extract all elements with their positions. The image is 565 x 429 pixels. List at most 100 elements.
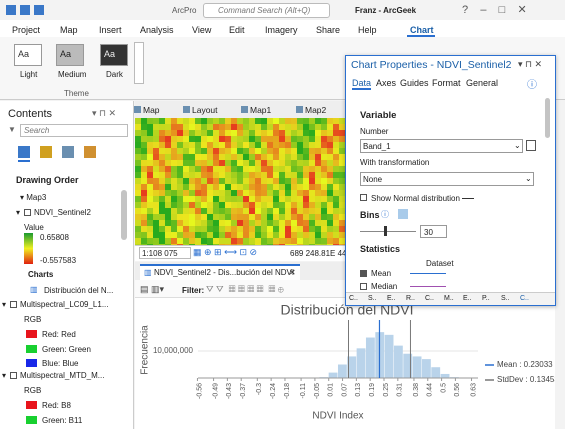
close-tab[interactable]: ✕: [289, 268, 296, 277]
raster-cell: [159, 130, 165, 136]
status-tools[interactable]: ▦ ⊕ ⊞ ⟷ ⊡ ⊘: [193, 247, 258, 257]
raster-cell: [153, 202, 159, 208]
raster-cell: [339, 124, 345, 130]
ribbon-tab[interactable]: Analysis: [140, 25, 174, 35]
ribbon-tab[interactable]: Share: [316, 25, 341, 35]
filter-icon[interactable]: ▼: [8, 125, 16, 134]
ribbon-tab[interactable]: Edit: [229, 25, 245, 35]
toolbar-icons[interactable]: ▤ ▥▾: [140, 284, 165, 294]
ribbon-tab[interactable]: Project: [12, 25, 41, 35]
theme-scroll[interactable]: [134, 42, 144, 84]
bottom-tab[interactable]: C..: [520, 295, 529, 302]
pane-title: Contents: [8, 108, 53, 120]
raster-cell: [189, 244, 195, 245]
layer-name[interactable]: NDVI_Sentinel2: [34, 208, 91, 217]
raster-cell: [195, 178, 201, 184]
theme-swatch[interactable]: [14, 44, 42, 66]
raster-cell: [243, 196, 249, 202]
layer-checkbox[interactable]: [10, 372, 17, 379]
bottom-tab[interactable]: R..: [406, 295, 415, 302]
dropdown[interactable]: [360, 139, 523, 153]
raster-cell: [339, 196, 345, 202]
layer-checkbox[interactable]: [10, 301, 17, 308]
raster-cell: [225, 142, 231, 148]
checkbox[interactable]: [360, 194, 367, 201]
raster-cell: [159, 202, 165, 208]
bottom-tab[interactable]: S..: [368, 295, 377, 302]
ribbon-tab[interactable]: Imagery: [265, 25, 298, 35]
contents-toolbar[interactable]: [18, 146, 118, 158]
properties-tab[interactable]: Data: [352, 78, 372, 90]
info[interactable]: ⓘ: [381, 210, 389, 219]
chart-tab[interactable]: [140, 264, 300, 280]
raster-cell: [159, 154, 165, 160]
bottom-tab[interactable]: E..: [387, 295, 396, 302]
raster-cell: [327, 190, 333, 196]
layer-checkbox[interactable]: [24, 209, 31, 216]
pane-controls[interactable]: ▾ ⊓ ✕: [92, 108, 117, 118]
map-tab[interactable]: Map: [143, 105, 160, 115]
raster-cell: [339, 178, 345, 184]
raster-cell: [225, 184, 231, 190]
layer-name[interactable]: Multispectral_MTD_M...: [20, 371, 105, 380]
properties-tab[interactable]: General: [466, 78, 499, 88]
raster-cell: [183, 244, 189, 245]
ribbon-tab[interactable]: Map: [60, 25, 78, 35]
user: Franz - ArcGeek: [355, 6, 417, 15]
raster-cell: [255, 118, 261, 124]
bottom-tab[interactable]: C..: [425, 295, 434, 302]
raster-cell: [225, 172, 231, 178]
raster-cell: [243, 226, 249, 232]
bottom-tab[interactable]: P..: [482, 295, 490, 302]
scale-box[interactable]: [139, 247, 191, 259]
raster-cell: [243, 220, 249, 226]
bins-swatch[interactable]: [398, 209, 408, 219]
pane-controls[interactable]: ▾ ⊓ ✕: [518, 59, 543, 69]
scrollbar[interactable]: [121, 190, 127, 240]
filter-icons[interactable]: ⛛ ⛛ ▦ ▦ ▦ ▦ ▦ ⊕: [206, 284, 284, 294]
raster-cell: [141, 178, 147, 184]
theme-swatch[interactable]: [56, 44, 84, 66]
slider-track[interactable]: [360, 231, 416, 232]
bottom-tab[interactable]: M..: [444, 295, 454, 302]
map-tab[interactable]: Map2: [305, 105, 327, 115]
layer-name[interactable]: Multispectral_LC09_L1...: [20, 300, 109, 309]
map-view[interactable]: [135, 118, 347, 245]
raster-cell: [171, 160, 177, 166]
properties-tab[interactable]: Guides: [400, 78, 429, 88]
raster-cell: [327, 118, 333, 124]
window-controls[interactable]: ? – □ ✕: [462, 4, 527, 16]
map-tab[interactable]: Map1: [250, 105, 272, 115]
bottom-tab[interactable]: C..: [349, 295, 358, 302]
ribbon-tab[interactable]: Insert: [99, 25, 122, 35]
clear-button[interactable]: [526, 140, 536, 151]
spinbox[interactable]: [420, 225, 447, 238]
bottom-tab[interactable]: E..: [463, 295, 472, 302]
map-node[interactable]: ▾ Map3: [20, 193, 47, 202]
ribbon-tab[interactable]: Chart: [410, 25, 434, 35]
bottom-tab[interactable]: S..: [501, 295, 510, 302]
quick-access[interactable]: [6, 5, 66, 15]
raster-cell: [135, 226, 141, 232]
command-search[interactable]: [203, 3, 330, 18]
chart-item[interactable]: Distribución del N...: [44, 286, 114, 295]
ribbon-tab[interactable]: Help: [358, 25, 377, 35]
theme-swatch[interactable]: [100, 44, 128, 66]
map-tab[interactable]: Layout: [192, 105, 218, 115]
contents-search[interactable]: [20, 124, 128, 137]
scrollbar[interactable]: [545, 98, 550, 138]
raster-cell: [147, 190, 153, 196]
raster-cell: [309, 220, 315, 226]
checkbox[interactable]: [360, 283, 367, 290]
properties-tab[interactable]: Format: [432, 78, 461, 88]
dropdown[interactable]: [360, 172, 534, 186]
ribbon-tab[interactable]: View: [192, 25, 212, 35]
properties-tab[interactable]: Axes: [376, 78, 397, 88]
help[interactable]: ⓘ: [527, 80, 537, 91]
raster-cell: [219, 148, 225, 154]
checkbox[interactable]: [360, 270, 367, 277]
raster-cell: [141, 244, 147, 245]
slider-thumb[interactable]: [384, 226, 387, 236]
raster-cell: [261, 166, 267, 172]
raster-cell: [327, 214, 333, 220]
